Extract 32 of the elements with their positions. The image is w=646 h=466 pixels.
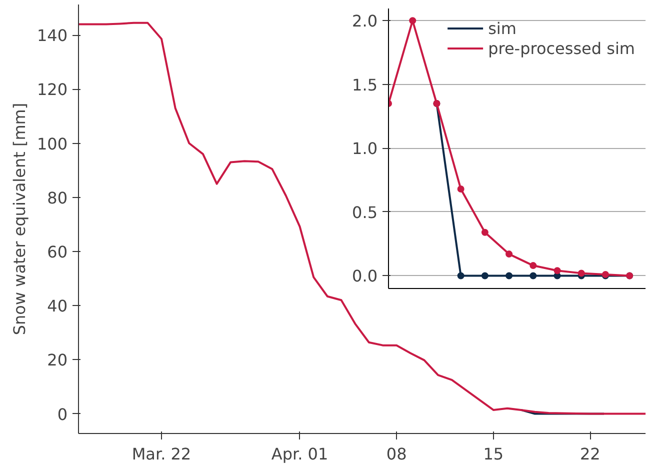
y-tick-label: 80 [47,188,68,208]
legend-label: pre-processed sim [488,38,635,58]
point [481,272,488,280]
x-tick-label: 08 [386,444,407,464]
y-tick-label: 0.5 [352,202,378,222]
y-tick-label: 0 [57,404,68,424]
y-tick-label: 140 [36,26,68,46]
x-tick-label: Apr. 01 [271,444,328,464]
x-tick-label: 15 [483,444,504,464]
y-tick-label: 0.0 [352,266,378,286]
point [457,272,464,280]
y-tick-label: 40 [47,296,68,316]
point [506,272,513,280]
point [481,228,488,236]
point [530,262,537,270]
y-tick-label: 1.5 [352,75,378,94]
y-tick-label: 100 [36,134,68,154]
y-tick-label: 120 [36,80,68,100]
point [578,270,585,277]
y-axis-title: Snow water equivalent [mm] [10,102,29,336]
point [409,17,416,24]
y-tick-label: 2.0 [352,12,378,31]
y-tick-label: 1.0 [352,139,378,158]
x-tick-label: 22 [580,444,600,464]
point [554,267,561,274]
point [506,250,513,258]
x-tick-label: Mar. 22 [132,444,192,464]
point [530,272,537,280]
y-tick-label: 60 [47,242,68,262]
y-tick-label: 20 [47,350,68,370]
legend-label: sim [488,18,516,38]
point [457,186,464,192]
